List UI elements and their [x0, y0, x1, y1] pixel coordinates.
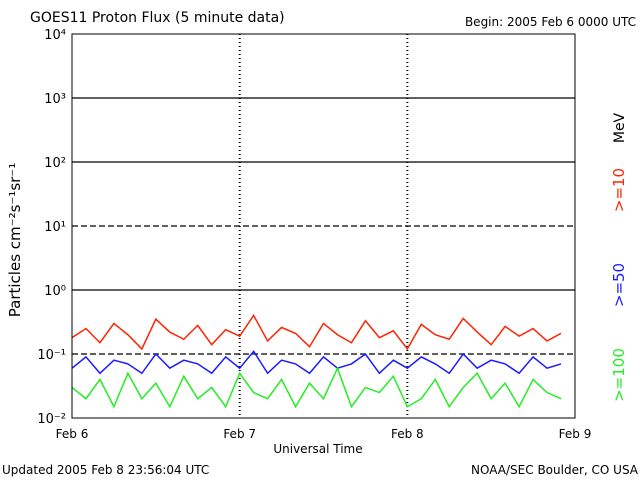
legend-label: >=100 [610, 348, 628, 402]
x-tick-label: Feb 6 [56, 427, 89, 441]
legend-unit: MeV [612, 112, 628, 143]
chart-title: GOES11 Proton Flux (5 minute data) [30, 10, 285, 26]
x-tick-label: Feb 7 [223, 427, 256, 441]
legend-label: >=50 [610, 263, 628, 307]
series-line [71, 366, 562, 409]
legend-label: >=10 [610, 168, 628, 212]
plot-frame [71, 33, 576, 419]
y-tick-label: 10³ [44, 92, 66, 107]
footer-left: Updated 2005 Feb 8 23:56:04 UTC [2, 463, 209, 477]
y-tick-label: 10² [44, 156, 66, 171]
series-line [71, 314, 562, 351]
y-tick-label: 10⁻² [37, 412, 66, 427]
chart-subtitle: Begin: 2005 Feb 6 0000 UTC [465, 15, 636, 29]
y-axis-label: Particles cm⁻²s⁻¹sr⁻¹ [6, 163, 24, 317]
x-tick-label: Feb 9 [559, 427, 592, 441]
y-tick-label: 10⁴ [44, 28, 66, 43]
x-axis-label: Universal Time [273, 442, 362, 456]
footer-right: NOAA/SEC Boulder, CO USA [471, 463, 639, 477]
y-tick-label: 10⁰ [44, 284, 66, 299]
series-line [71, 350, 562, 375]
y-tick-label: 10⁻¹ [37, 348, 66, 363]
x-tick-label: Feb 8 [391, 427, 424, 441]
y-tick-label: 10¹ [44, 220, 66, 235]
